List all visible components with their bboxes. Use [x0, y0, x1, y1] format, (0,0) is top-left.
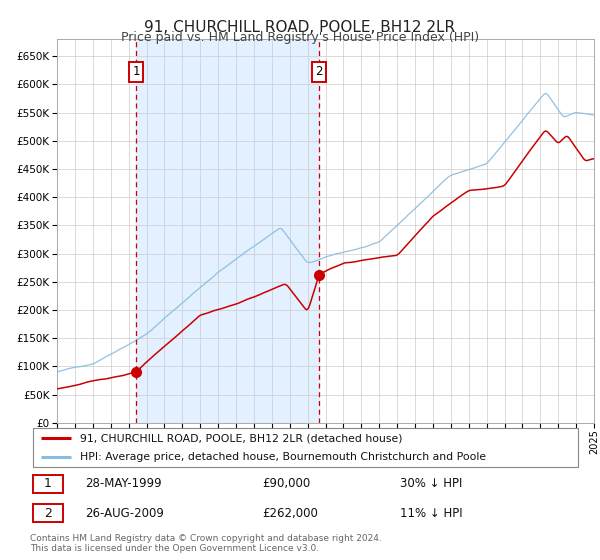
Text: Contains HM Land Registry data © Crown copyright and database right 2024.
This d: Contains HM Land Registry data © Crown c…	[30, 534, 382, 553]
Text: £90,000: £90,000	[262, 478, 310, 491]
Text: 30% ↓ HPI: 30% ↓ HPI	[400, 478, 462, 491]
Text: 91, CHURCHILL ROAD, POOLE, BH12 2LR (detached house): 91, CHURCHILL ROAD, POOLE, BH12 2LR (det…	[80, 433, 402, 443]
Text: 11% ↓ HPI: 11% ↓ HPI	[400, 507, 463, 520]
Text: 2: 2	[44, 507, 52, 520]
FancyBboxPatch shape	[33, 504, 63, 522]
Text: 1: 1	[132, 66, 140, 78]
FancyBboxPatch shape	[33, 428, 578, 467]
Text: 26-AUG-2009: 26-AUG-2009	[85, 507, 164, 520]
Bar	[136, 39, 319, 423]
Text: Price paid vs. HM Land Registry's House Price Index (HPI): Price paid vs. HM Land Registry's House …	[121, 31, 479, 44]
Text: 2: 2	[316, 66, 323, 78]
Text: 1: 1	[44, 478, 52, 491]
Text: £262,000: £262,000	[262, 507, 318, 520]
Text: 28-MAY-1999: 28-MAY-1999	[85, 478, 162, 491]
Text: HPI: Average price, detached house, Bournemouth Christchurch and Poole: HPI: Average price, detached house, Bour…	[80, 452, 486, 461]
FancyBboxPatch shape	[33, 475, 63, 493]
Text: 91, CHURCHILL ROAD, POOLE, BH12 2LR: 91, CHURCHILL ROAD, POOLE, BH12 2LR	[145, 20, 455, 35]
